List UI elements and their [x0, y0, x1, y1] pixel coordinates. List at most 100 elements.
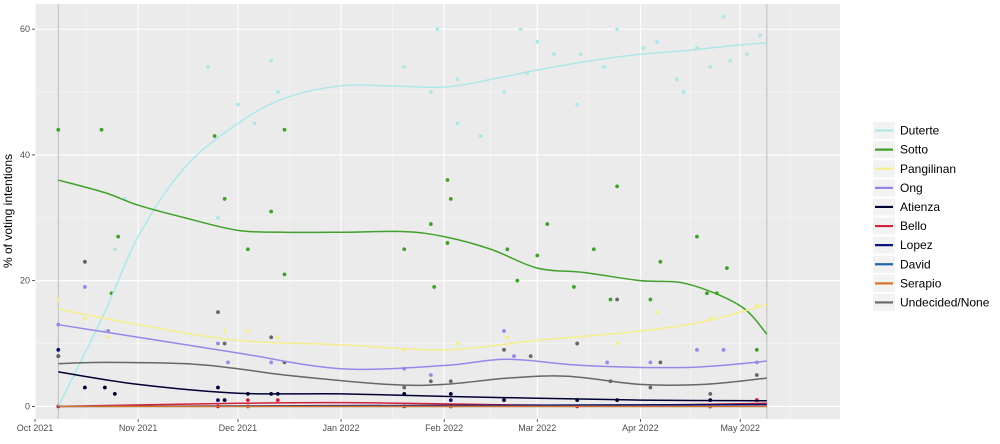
point-duterte: [575, 102, 580, 107]
point-bello: [245, 398, 250, 403]
point-atienza: [448, 391, 453, 396]
point-duterte: [428, 90, 433, 94]
point-duterte: [502, 90, 506, 94]
point-sotto: [754, 347, 759, 352]
point-atienza: [502, 398, 506, 403]
x-tick-label: Mar 2022: [518, 423, 556, 433]
x-tick-label: May 2022: [720, 423, 760, 433]
point-undecided-none: [222, 341, 227, 346]
point-undecided-none: [502, 347, 506, 352]
point-undecided-none: [528, 354, 533, 359]
y-axis-title: % of voting intentions: [1, 154, 15, 268]
point-sotto: [695, 234, 699, 239]
point-bello: [275, 398, 280, 403]
point-duterte: [578, 52, 583, 57]
point-pangilinan: [245, 329, 250, 333]
point-ong: [82, 285, 87, 289]
poll-points: [56, 14, 763, 409]
legend-label-atienza: Atienza: [900, 200, 940, 214]
point-undecided-none: [216, 310, 220, 315]
point-undecided-none: [428, 379, 433, 384]
point-sotto: [535, 253, 540, 258]
point-sotto: [705, 291, 709, 296]
point-pangilinan: [56, 297, 61, 302]
point-duterte: [675, 77, 679, 82]
point-sotto: [658, 259, 663, 264]
point-duterte: [615, 27, 620, 32]
point-duterte: [269, 58, 274, 63]
point-duterte: [236, 102, 240, 107]
point-duterte: [455, 121, 460, 126]
point-sotto: [448, 197, 453, 201]
point-ong: [721, 347, 726, 352]
point-duterte: [681, 90, 686, 94]
point-pangilinan: [106, 335, 111, 340]
y-tick-label: 20: [20, 276, 30, 286]
point-ong: [226, 360, 230, 365]
point-sotto: [445, 241, 450, 245]
point-sotto: [432, 285, 437, 289]
point-sotto: [648, 297, 653, 302]
point-duterte: [275, 90, 280, 94]
point-atienza: [112, 391, 117, 396]
point-sotto: [245, 247, 250, 252]
trend-atienza: [58, 371, 767, 402]
point-undecided-none: [615, 297, 620, 302]
point-pangilinan: [222, 329, 227, 333]
point-sotto: [282, 272, 287, 277]
point-sotto: [428, 222, 433, 226]
legend: Duterte Sotto Pangilinan Ong Atienza Bello Lop…: [873, 122, 990, 311]
legend-label-undecided-none: Undecided/None: [900, 295, 990, 309]
point-duterte: [552, 52, 556, 57]
x-tick-label: Feb 2022: [425, 423, 463, 433]
point-duterte: [728, 58, 733, 63]
trend-undecided-none: [58, 361, 767, 387]
point-sotto: [545, 222, 550, 226]
point-lopez: [448, 398, 453, 403]
plot-panel: [35, 4, 840, 419]
point-pangilinan: [82, 316, 87, 321]
point-duterte: [535, 39, 540, 44]
x-tick-label: Oct 2021: [17, 423, 54, 433]
point-duterte: [758, 33, 763, 38]
trend-duterte: [57, 42, 767, 407]
legend-label-serapio: Serapio: [900, 276, 942, 290]
point-sotto: [725, 266, 729, 270]
point-undecided-none: [269, 335, 274, 340]
point-ong: [648, 360, 653, 365]
point-pangilinan: [505, 335, 510, 340]
point-duterte: [435, 27, 440, 32]
point-undecided-none: [448, 379, 453, 384]
point-atienza: [222, 398, 227, 403]
point-lopez: [56, 347, 61, 352]
point-ong: [216, 341, 220, 346]
point-undecided-none: [402, 385, 407, 390]
point-duterte: [721, 14, 726, 19]
x-tick-label: Jan 2022: [323, 423, 360, 433]
legend-label-sotto: Sotto: [900, 143, 928, 157]
point-sotto: [269, 209, 274, 214]
point-sotto: [222, 197, 227, 201]
point-sotto: [56, 127, 61, 132]
point-undecided-none: [56, 354, 61, 359]
point-undecided-none: [648, 385, 653, 390]
point-atienza: [82, 385, 87, 390]
point-duterte: [601, 64, 606, 69]
legend-label-ong: Ong: [900, 181, 923, 195]
y-tick-label: 0: [25, 401, 30, 411]
point-duterte: [206, 64, 210, 69]
point-pangilinan: [455, 341, 460, 346]
point-duterte: [744, 52, 749, 57]
trend-pangilinan: [58, 303, 768, 351]
x-tick-label: Dec 2021: [219, 423, 258, 433]
point-ong: [502, 329, 506, 333]
point-undecided-none: [754, 373, 759, 377]
point-sotto: [505, 247, 510, 252]
point-sotto: [608, 297, 613, 302]
point-duterte: [402, 64, 407, 69]
point-undecided-none: [575, 341, 580, 346]
point-ong: [428, 373, 433, 377]
point-sotto: [571, 285, 576, 289]
point-pangilinan: [655, 310, 659, 315]
x-tick-label: Apr 2022: [622, 423, 659, 433]
